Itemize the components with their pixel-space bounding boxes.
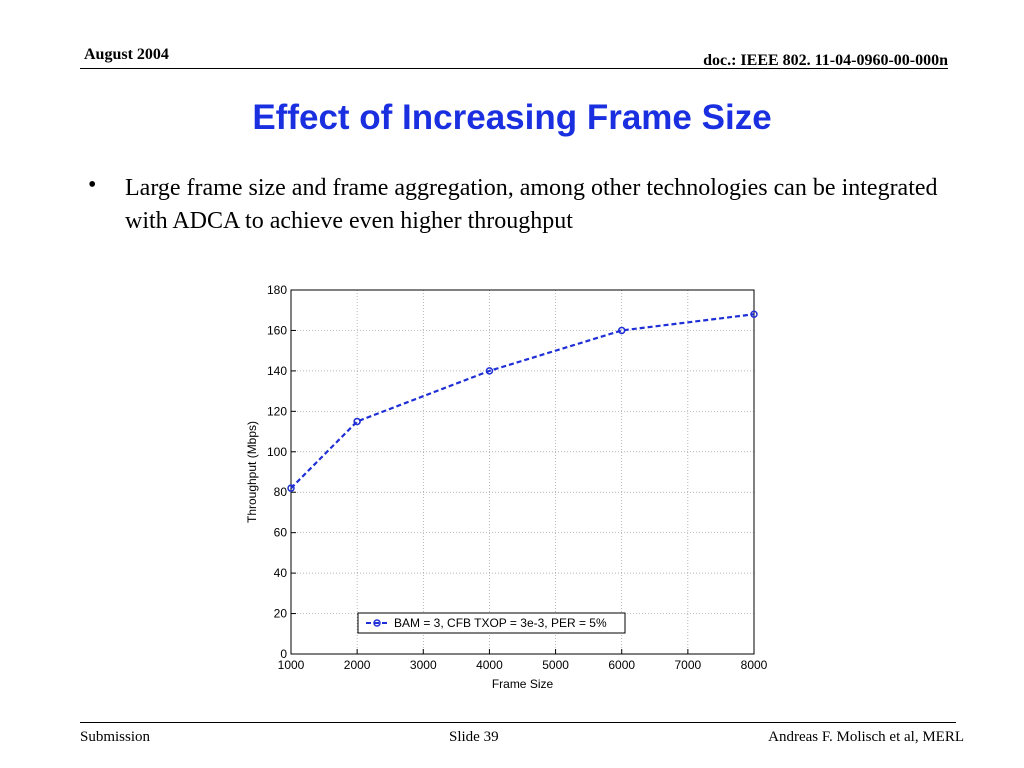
y-axis-label: Throughput (Mbps): [245, 421, 259, 523]
header-rule: [80, 68, 948, 69]
bullet-marker: •: [88, 172, 97, 198]
legend-entry: BAM = 3, CFB TXOP = 3e-3, PER = 5%: [394, 616, 607, 630]
x-tick-label: 4000: [476, 658, 503, 672]
x-tick-label: 3000: [410, 658, 437, 672]
footer-submission: Submission: [80, 729, 151, 745]
footer-authors: Andreas F. Molisch et al, MERL: [768, 729, 964, 745]
chart-ticks: 1000 2000 3000 4000 5000 6000 7000 8000 0 20 40 60 8…: [267, 283, 768, 672]
y-tick-label: 60: [274, 526, 288, 540]
data-point: [353, 417, 361, 426]
chart-series: [287, 310, 758, 492]
x-tick-label: 8000: [741, 658, 768, 672]
y-tick-label: 180: [267, 283, 287, 297]
chart-legend: BAM = 3, CFB TXOP = 3e-3, PER = 5%: [357, 612, 626, 634]
legend-box: [357, 612, 626, 634]
series-line: [290, 313, 755, 489]
x-tick-label: 7000: [675, 658, 702, 672]
bullet-text: Large frame size and frame aggregation, …: [125, 175, 938, 234]
data-point: [287, 484, 295, 492]
x-tick-label: 1000: [278, 658, 305, 672]
y-tick-label: 20: [274, 607, 288, 621]
chart-background: [240, 280, 780, 700]
y-tick-label: 160: [267, 323, 287, 337]
slide-title: Effect of Increasing Frame Size: [252, 98, 772, 137]
y-tick-label: 140: [267, 364, 287, 378]
header-doc-id: doc.: IEEE 802. 11-04-0960-00-000n: [703, 52, 948, 69]
legend-marker: [373, 619, 381, 627]
data-point: [485, 367, 494, 375]
y-tick-label: 120: [267, 404, 287, 418]
x-tick-label: 2000: [344, 658, 371, 672]
y-tick-label: 40: [274, 566, 288, 580]
x-axis-label: Frame Size: [492, 677, 554, 691]
footer-slide-number: Slide 39: [449, 729, 499, 745]
throughput-chart: 1000 2000 3000 4000 5000 6000 7000 8000 0 20 40 60 8…: [240, 280, 780, 700]
plot-frame: [290, 289, 755, 655]
header-date: August 2004: [84, 46, 169, 63]
x-tick-label: 5000: [542, 658, 569, 672]
x-tick-label: 6000: [608, 658, 635, 672]
footer-rule: [80, 722, 956, 723]
data-point: [617, 326, 626, 335]
y-tick-label: 100: [267, 445, 287, 459]
y-tick-label: 0: [280, 647, 287, 661]
y-tick-label: 80: [274, 485, 288, 499]
data-point: [750, 310, 758, 319]
